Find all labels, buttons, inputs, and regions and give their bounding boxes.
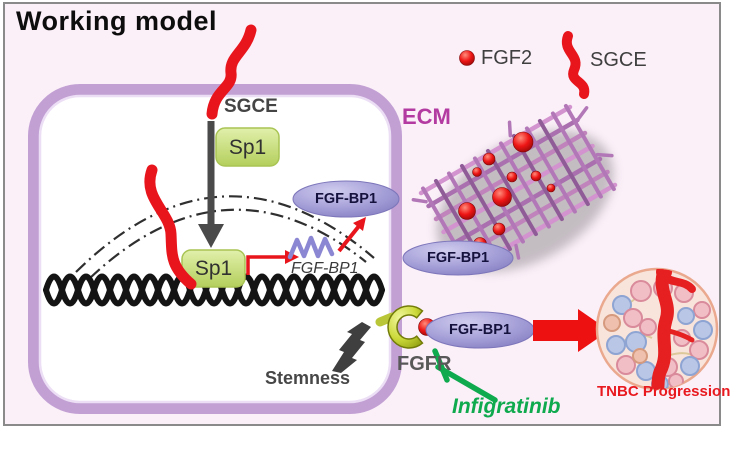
infigratinib-label: Infigratinib [452,395,561,418]
sgce-transmembrane-curve [206,24,257,120]
fgfbp1-ecm-ellipse [402,240,514,276]
stemness-label: Stemness [265,368,351,388]
legend-sgce-label: SGCE [590,49,647,71]
inhibitor-tbar [432,348,498,403]
sp1-membrane-label: Sp1 [228,135,267,159]
translation-arrow [337,217,366,253]
mrna-fgfbp1-label: FGF-BP1 [291,260,359,277]
tnbc-progression-label: TNBC Progression [597,383,731,400]
fgfbp1-receptor-label: FGF-BP1 [448,321,512,338]
fgf2-spheres [458,131,556,251]
fgfr-label: FGFR [397,353,452,375]
fgfbp1-secreted-ellipse [292,180,400,218]
ecm-mesh-icon [411,103,618,274]
progression-arrow [533,309,609,352]
sp1-dna-label: Sp1 [194,257,233,280]
legend-fgf2-sphere-icon [459,50,475,66]
fgfr-receptor-icon [375,305,424,349]
legend-sgce-curve-icon [561,31,590,99]
nucleus-arcs [75,195,375,279]
stemness-bolt-icon [332,322,371,373]
tnbc-tumor-icon [595,267,719,391]
fgfbp1-ecm-label: FGF-BP1 [426,249,490,266]
sgce-nuclear-curve [144,164,197,290]
legend-fgf2-label: FGF2 [481,47,533,69]
sgce-label: SGCE [224,96,278,117]
fgfbp1-secreted-label: FGF-BP1 [314,190,378,207]
sgce-to-sp1-arrow [198,121,224,248]
mrna-squiggle-icon [287,235,335,260]
sp1-membrane-box [215,127,280,167]
page-title: Working model [16,6,218,36]
cell-membrane [28,84,402,414]
ecm-label: ECM [402,104,451,129]
